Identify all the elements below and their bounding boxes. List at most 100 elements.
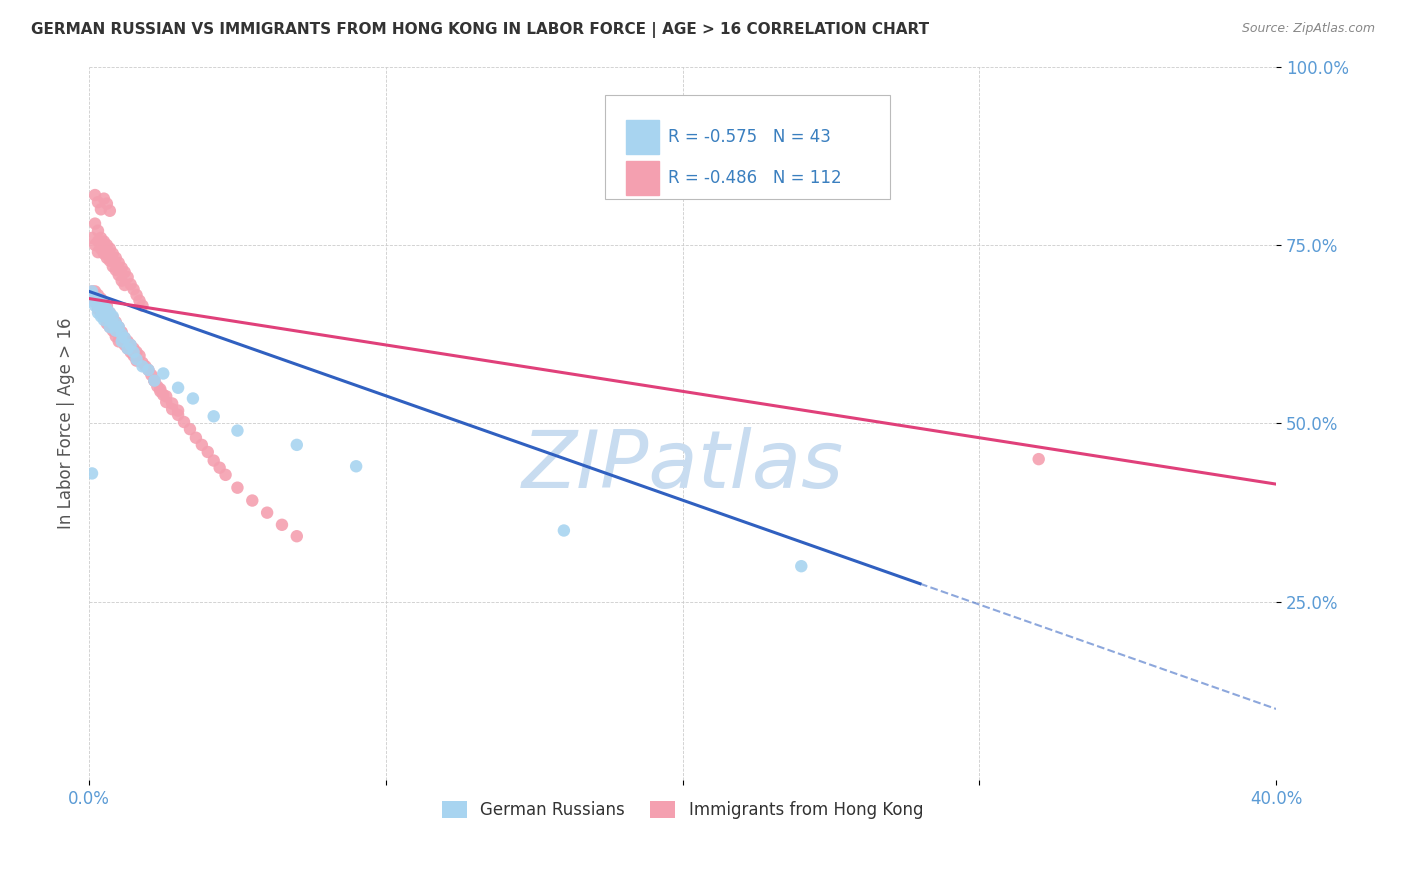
Point <box>226 481 249 495</box>
Text: Source: ZipAtlas.com: Source: ZipAtlas.com <box>1241 22 1375 36</box>
Point <box>107 256 129 270</box>
Point <box>98 203 121 218</box>
Point <box>96 238 118 252</box>
Point <box>160 402 183 417</box>
FancyBboxPatch shape <box>606 95 890 199</box>
Point <box>80 288 103 302</box>
Point <box>84 285 107 299</box>
Point <box>101 310 124 324</box>
Point <box>107 320 129 334</box>
Point <box>87 292 110 306</box>
Legend: German Russians, Immigrants from Hong Kong: German Russians, Immigrants from Hong Ko… <box>436 794 929 825</box>
Point <box>191 438 214 452</box>
Point <box>111 327 134 342</box>
Point <box>131 359 153 374</box>
Point <box>146 379 169 393</box>
Point <box>98 320 121 334</box>
Point <box>101 260 124 274</box>
Point <box>80 285 103 299</box>
Text: R = -0.486   N = 112: R = -0.486 N = 112 <box>668 169 842 186</box>
Point <box>117 270 139 285</box>
Point <box>285 438 308 452</box>
Bar <box>626 161 659 194</box>
Point <box>114 265 136 279</box>
Point <box>93 299 115 313</box>
Point <box>167 381 190 395</box>
Point <box>214 467 236 482</box>
Point <box>93 299 115 313</box>
Point <box>87 195 110 210</box>
Point <box>87 299 110 313</box>
Point <box>93 313 115 327</box>
Point <box>111 260 134 275</box>
Point <box>87 224 110 238</box>
Point <box>107 327 129 342</box>
Point <box>101 246 124 260</box>
Point <box>96 251 118 265</box>
Point <box>143 374 166 388</box>
Point <box>111 325 134 339</box>
Point <box>87 235 110 249</box>
Point <box>96 317 118 331</box>
Point <box>790 559 813 574</box>
Point <box>125 352 148 367</box>
Point <box>111 332 134 346</box>
Point <box>271 517 294 532</box>
Point <box>101 317 124 331</box>
Point <box>90 310 112 324</box>
Point <box>87 292 110 306</box>
Point <box>90 295 112 310</box>
Point <box>256 506 278 520</box>
Point <box>93 192 115 206</box>
Point <box>90 299 112 313</box>
Point <box>87 245 110 260</box>
Point <box>107 320 129 334</box>
Point <box>122 349 145 363</box>
Point <box>117 342 139 356</box>
Point <box>226 424 249 438</box>
Point <box>80 285 103 299</box>
Point <box>114 277 136 292</box>
Point <box>131 299 153 313</box>
Point <box>93 306 115 320</box>
Point <box>87 288 110 302</box>
Point <box>90 242 112 256</box>
Point <box>285 529 308 543</box>
Point <box>96 196 118 211</box>
Point <box>90 231 112 245</box>
Point <box>98 242 121 256</box>
Point <box>84 299 107 313</box>
Point <box>138 363 160 377</box>
Point <box>93 295 115 310</box>
Point <box>173 415 195 429</box>
Point <box>98 313 121 327</box>
Point <box>101 310 124 325</box>
Point <box>104 317 127 331</box>
Point <box>120 338 142 352</box>
Point <box>138 363 160 377</box>
Point <box>125 288 148 302</box>
Point <box>80 292 103 306</box>
Point <box>120 345 142 359</box>
Point <box>122 282 145 296</box>
Point <box>128 293 150 308</box>
Text: R = -0.575   N = 43: R = -0.575 N = 43 <box>668 128 831 146</box>
Text: ZIPatlas: ZIPatlas <box>522 427 844 505</box>
Point <box>122 342 145 356</box>
Point <box>152 388 174 402</box>
Point <box>160 396 183 410</box>
Point <box>93 235 115 249</box>
Point <box>202 409 225 424</box>
Point <box>344 459 367 474</box>
Point <box>114 331 136 345</box>
Point <box>96 302 118 317</box>
Point <box>111 334 134 349</box>
Point <box>122 345 145 359</box>
Point <box>181 392 204 406</box>
Point <box>114 331 136 345</box>
Point <box>167 408 190 422</box>
Text: GERMAN RUSSIAN VS IMMIGRANTS FROM HONG KONG IN LABOR FORCE | AGE > 16 CORRELATIO: GERMAN RUSSIAN VS IMMIGRANTS FROM HONG K… <box>31 22 929 38</box>
Point <box>93 246 115 260</box>
Point <box>128 349 150 363</box>
Point <box>117 342 139 356</box>
